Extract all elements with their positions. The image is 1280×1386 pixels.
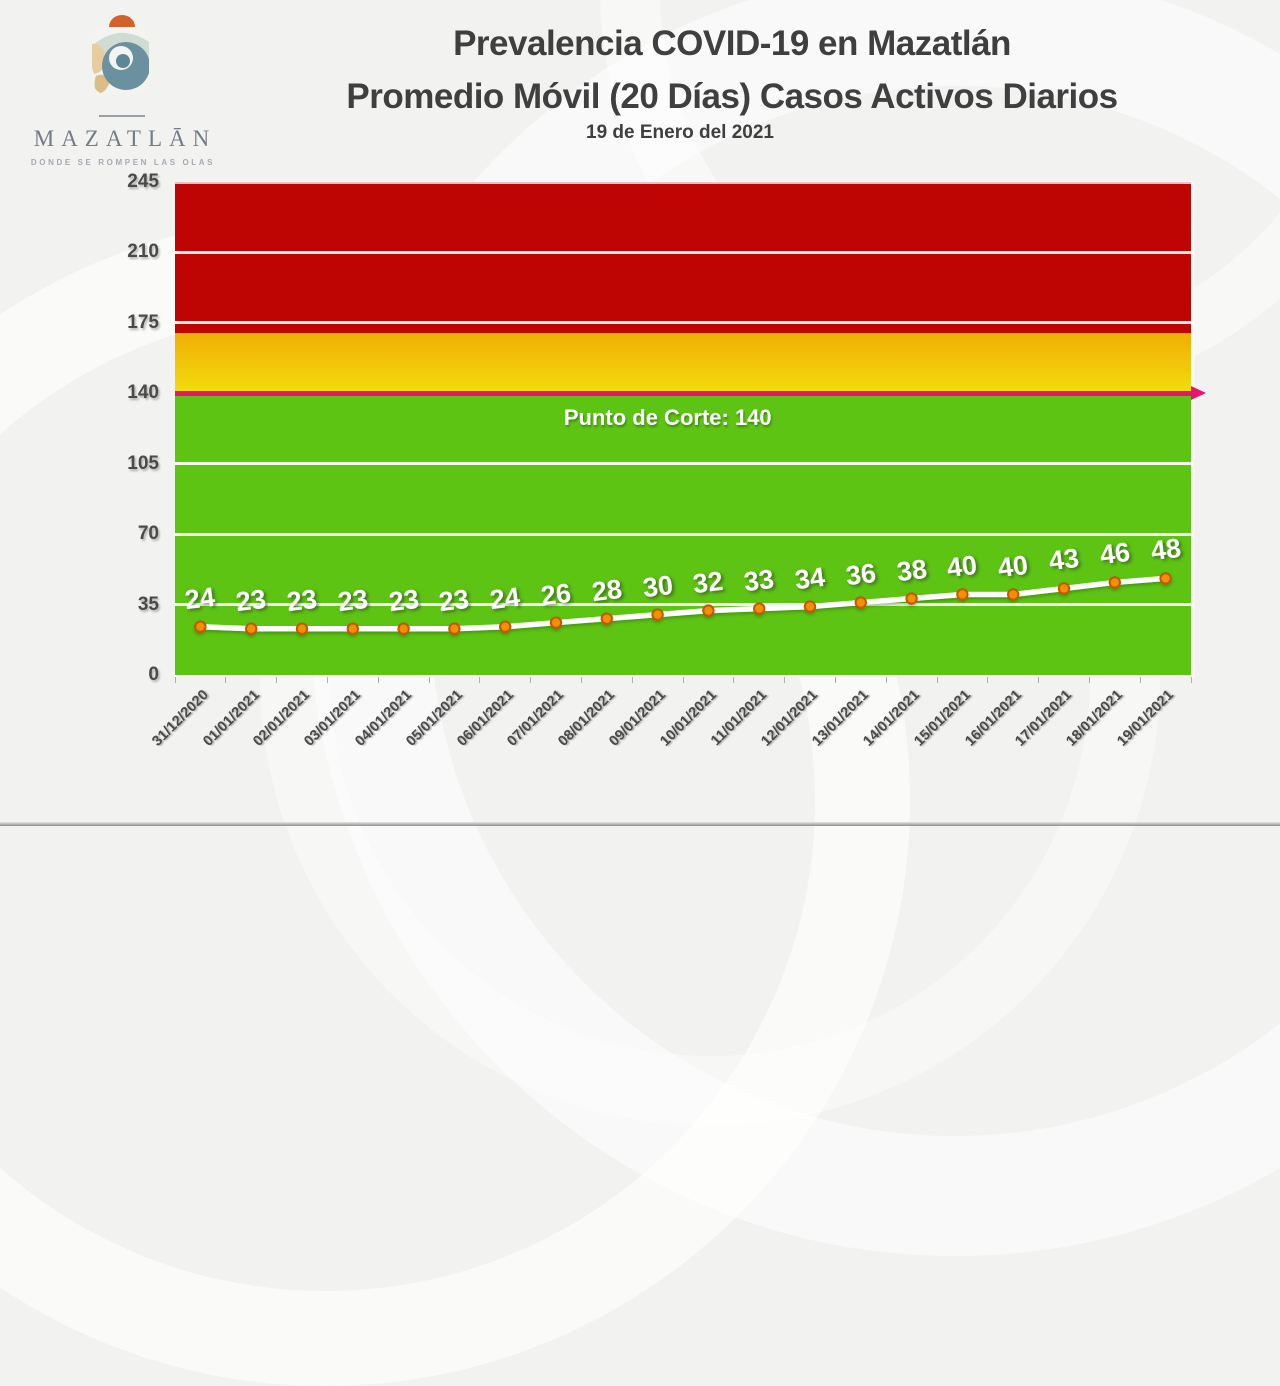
data-label: 23	[234, 583, 268, 617]
x-axis-tick	[225, 677, 227, 683]
x-axis-tick	[530, 677, 532, 683]
data-point	[1108, 576, 1121, 589]
gridline-210	[175, 250, 1191, 254]
data-label: 24	[488, 581, 522, 615]
bottom-border	[0, 822, 1280, 826]
x-axis-tick	[428, 677, 430, 683]
y-axis-label: 35	[137, 593, 159, 615]
data-label: 23	[335, 583, 370, 617]
cutoff-arrow-icon	[1191, 385, 1206, 400]
data-point	[397, 622, 410, 635]
y-axis-label: 140	[127, 382, 159, 404]
data-point	[194, 620, 207, 633]
y-axis-label: 70	[137, 523, 159, 545]
data-label: 26	[539, 577, 573, 611]
y-axis-label: 245	[127, 171, 159, 192]
x-axis-tick	[580, 677, 582, 683]
brand-tagline: DONDE SE ROMPEN LAS OLAS	[30, 158, 216, 167]
x-axis-tick	[885, 677, 887, 683]
data-point	[702, 604, 715, 617]
data-point	[600, 612, 613, 625]
data-point	[346, 622, 360, 635]
x-axis-tick	[1190, 677, 1192, 683]
data-label: 40	[945, 549, 980, 583]
data-label: 34	[793, 561, 827, 595]
data-point	[1057, 582, 1071, 595]
gridline-105	[175, 462, 1191, 466]
chart-title: Prevalencia COVID-19 en Mazatlán	[453, 24, 1011, 63]
x-axis-tick	[936, 677, 938, 683]
gridline-175	[175, 321, 1191, 325]
y-axis-label: 210	[127, 241, 159, 263]
x-axis-tick	[1038, 677, 1040, 683]
data-point	[854, 596, 867, 609]
series-line	[194, 572, 1172, 635]
data-label: 33	[742, 563, 776, 597]
brand-logo: MAZATLĀN DONDE SE ROMPEN LAS OLAS	[14, 10, 229, 167]
data-label: 28	[589, 573, 624, 607]
x-axis-tick	[682, 677, 684, 683]
shell-logo-icon	[91, 15, 149, 95]
x-axis-tick	[631, 677, 633, 683]
data-label: 30	[640, 569, 675, 603]
x-axis-tick	[377, 677, 379, 683]
data-label: 38	[894, 553, 929, 587]
cutoff-line	[175, 385, 1206, 400]
data-point	[956, 588, 969, 601]
y-axis-label: 175	[127, 311, 159, 333]
header: Prevalencia COVID-19 en Mazatlán Promedi…	[190, 24, 1274, 144]
logo-divider	[98, 115, 145, 117]
yellow-zone-band	[175, 332, 1191, 394]
gridline-35	[175, 603, 1191, 607]
brand-name: MAZATLĀN	[33, 126, 217, 151]
data-point	[1159, 572, 1172, 585]
x-axis-tick	[1088, 677, 1090, 683]
data-point	[753, 602, 766, 615]
gridline-70	[175, 532, 1191, 536]
data-label: 32	[691, 565, 726, 599]
x-axis-tick	[834, 677, 836, 683]
y-axis-label: 0	[148, 664, 159, 685]
data-label: 23	[386, 583, 421, 617]
x-axis-tick	[276, 677, 278, 683]
x-axis-tick	[784, 677, 786, 683]
data-point	[448, 622, 461, 635]
x-axis-tick	[479, 677, 481, 683]
data-label: 23	[437, 583, 472, 617]
data-point	[1007, 588, 1020, 601]
y-axis-label: 105	[127, 452, 159, 474]
data-point	[499, 620, 512, 633]
data-label: 36	[843, 557, 878, 591]
data-point	[803, 600, 817, 613]
data-point	[549, 616, 563, 629]
data-point	[651, 608, 664, 621]
x-axis-tick	[733, 677, 735, 683]
data-label: 48	[1148, 533, 1183, 567]
chart-date: 19 de Enero del 2021	[586, 122, 774, 144]
cutoff-label: Punto de Corte: 140	[563, 405, 772, 431]
x-axis-tick	[326, 677, 328, 683]
data-label: 40	[996, 549, 1030, 583]
chart-subtitle: Promedio Móvil (20 Días) Casos Activos D…	[346, 76, 1118, 116]
x-axis-tick	[174, 677, 176, 683]
x-axis-tick	[1139, 677, 1141, 683]
gridline-245	[175, 182, 1191, 184]
data-label: 46	[1097, 537, 1132, 571]
data-point	[295, 622, 309, 635]
data-label: 24	[183, 581, 218, 615]
red-zone-band	[175, 182, 1191, 333]
x-axis-tick	[987, 677, 989, 683]
data-point	[905, 592, 918, 605]
plot-area: 0 35 70 105 140 175 210 245 Punto de Corte: 140 2…	[127, 171, 1206, 750]
data-label: 43	[1047, 543, 1081, 577]
data-label: 23	[285, 583, 319, 617]
data-point	[245, 622, 258, 635]
